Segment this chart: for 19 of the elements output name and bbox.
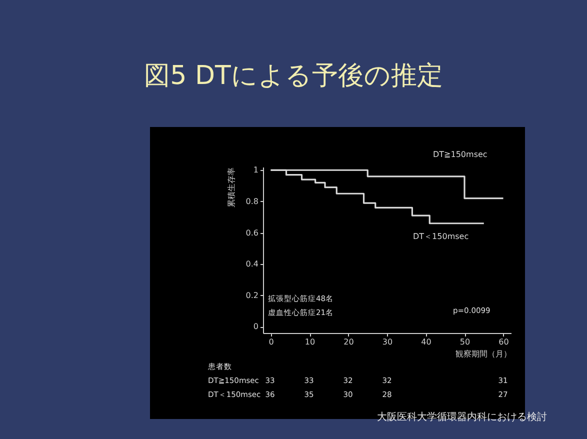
text: DT≧150msec (433, 150, 488, 159)
x-tick-label: 50 (460, 338, 470, 346)
x-tick-label: 30 (382, 338, 393, 346)
y-tick-label: 1 (253, 166, 258, 175)
y-tick-label: 0.8 (246, 196, 258, 206)
series-label: DT＜150msec (413, 232, 469, 241)
y-axis-title: 累積生存率 (226, 168, 236, 208)
x-tick-label: 40 (421, 338, 432, 346)
x-tick-label: 10 (304, 338, 316, 346)
y-tick-label: 0.6 (246, 228, 258, 238)
x-tick-label: 0 (268, 338, 274, 346)
chart-title: 図5 DTによる予後の推定 (143, 60, 444, 93)
y-tick-label: 0.2 (246, 290, 258, 300)
text: 大阪医科大学循環器内科における検討 (377, 410, 547, 424)
x-tick-label: 60 (498, 338, 509, 346)
y-tick-label: 0.4 (246, 260, 258, 269)
x-axis-title: 観察期間（月） (456, 350, 512, 358)
x-tick-label: 20 (344, 338, 354, 346)
y-tick-label: 0 (253, 322, 258, 332)
